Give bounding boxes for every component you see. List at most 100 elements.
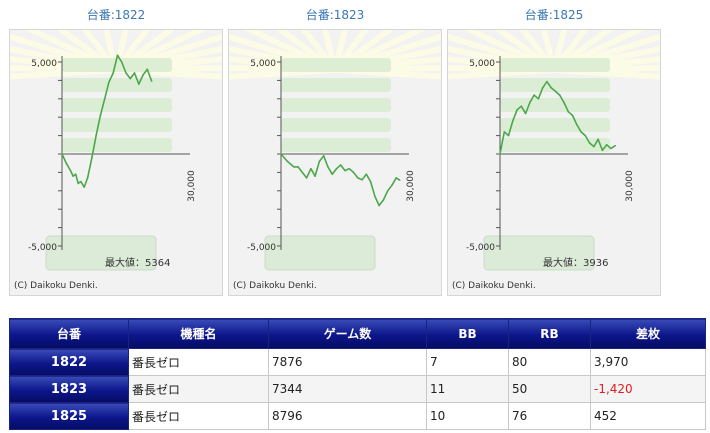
slump-graph: 5,000 -5,000 30,000 最大値：5364 (C) Daikoku Den… [10, 30, 222, 291]
data-point [567, 110, 570, 113]
game-count-cell: 7876 [268, 348, 427, 376]
data-point [322, 155, 325, 157]
copyright-text: (C) Daikoku Denki. [452, 281, 536, 291]
data-point [605, 144, 608, 146]
data-point [146, 68, 149, 71]
graph-box: 5,000 -5,000 30,000 最大値：5364 (C) Daikoku Den… [9, 29, 223, 296]
y-tick-label-top: 5,000 [250, 59, 276, 69]
data-point [378, 204, 380, 207]
bb-cell: 11 [426, 375, 509, 403]
data-point [593, 145, 595, 148]
x-tick-label: 30,000 [187, 170, 197, 202]
table-header-row: 台番 機種名 ゲーム数 BB RB 差枚 [9, 318, 706, 349]
data-point [563, 101, 565, 104]
copyright-text: (C) Daikoku Denki. [14, 281, 98, 291]
data-point [293, 166, 295, 168]
data-point [116, 54, 119, 57]
data-point [361, 178, 363, 181]
model-name-cell: 番長ゼロ [128, 348, 269, 376]
game-count-cell: 7344 [268, 375, 427, 403]
graph-panel-1822: 台番:1822 5,000 -5,000 30,000 最大値：5364 (C) Dai… [9, 7, 223, 296]
data-point [546, 80, 548, 83]
y-tick-label-bottom: -5,000 [247, 243, 276, 253]
data-point [95, 134, 97, 137]
data-point [331, 173, 333, 176]
data-point [614, 144, 616, 147]
data-point [314, 175, 316, 177]
machine-number-cell[interactable]: 1822 [9, 348, 129, 376]
data-point [74, 173, 77, 176]
data-point [103, 98, 106, 100]
x-tick-label: 30,000 [625, 170, 635, 202]
y-tick-label-top: 5,000 [31, 59, 57, 69]
bb-cell: 10 [426, 402, 509, 430]
data-line [499, 80, 616, 155]
header-model-name: 機種名 [128, 318, 269, 349]
graph-panel-1823: 台番:1823 5,000 -5,000 30,000 (C) Daikoku Den… [228, 7, 442, 296]
data-point [310, 167, 312, 170]
data-point [280, 153, 282, 155]
machine-data-table: 台番 機種名 ゲーム数 BB RB 差枚 1822 番長ゼロ 7876 7 80… [9, 318, 706, 430]
data-point [120, 61, 123, 63]
coin-diff-cell: 3,970 [590, 348, 706, 376]
bb-cell: 7 [426, 348, 509, 376]
data-point [584, 134, 587, 137]
rb-cell: 80 [508, 348, 591, 376]
data-point [357, 177, 359, 179]
model-name-cell: 番長ゼロ [128, 375, 269, 403]
machine-number-cell[interactable]: 1825 [9, 402, 129, 430]
data-point [601, 149, 604, 152]
data-point [99, 114, 102, 117]
y-tick-label-bottom: -5,000 [466, 243, 495, 253]
data-point [529, 101, 531, 104]
header-bb: BB [426, 318, 509, 349]
data-point [348, 167, 351, 170]
header-machine-number: 台番 [9, 318, 129, 349]
data-point [516, 109, 518, 111]
data-point [150, 80, 153, 82]
data-point [512, 120, 514, 122]
data-point [77, 182, 80, 185]
graph-title[interactable]: 台番:1822 [86, 8, 146, 22]
data-point [301, 171, 304, 174]
data-point [318, 160, 321, 163]
data-point [335, 167, 338, 170]
data-point [108, 81, 110, 84]
max-value-label: 最大値：3936 [543, 256, 608, 269]
coin-diff-cell: -1,420 [590, 375, 706, 403]
data-point [610, 147, 612, 150]
data-point [112, 72, 114, 74]
data-point [571, 114, 574, 117]
x-tick-label: 30,000 [406, 170, 416, 202]
graph-title[interactable]: 台番:1825 [524, 8, 584, 22]
data-point [327, 166, 329, 168]
data-point [72, 175, 74, 177]
data-point [142, 74, 144, 76]
data-point [297, 166, 299, 168]
data-point [138, 83, 140, 85]
table-row[interactable]: 1823 番長ゼロ 7344 11 50 -1,420 [9, 375, 706, 403]
data-point [129, 77, 132, 80]
background-art [10, 30, 222, 271]
table-row[interactable]: 1822 番長ゼロ 7876 7 80 3,970 [9, 348, 706, 376]
graph-title[interactable]: 台番:1823 [305, 8, 365, 22]
data-point [69, 169, 72, 172]
data-point [398, 179, 401, 181]
data-point [133, 72, 136, 74]
data-point [61, 153, 63, 155]
machine-number-cell[interactable]: 1823 [9, 375, 129, 403]
data-point [597, 138, 599, 141]
data-point [365, 173, 368, 176]
rb-cell: 50 [508, 375, 591, 403]
data-point [395, 177, 397, 179]
table-row[interactable]: 1825 番長ゼロ 8796 10 76 452 [9, 402, 706, 430]
model-name-cell: 番長ゼロ [128, 402, 269, 430]
data-point [580, 131, 582, 133]
rb-cell: 76 [508, 402, 591, 430]
background-art [229, 30, 441, 271]
data-point [339, 164, 342, 166]
header-coin-diff: 差枚 [590, 318, 706, 349]
data-point [382, 199, 385, 201]
graph-box: 5,000 -5,000 30,000 (C) Daikoku Denki. [228, 29, 442, 296]
data-point [558, 94, 561, 96]
